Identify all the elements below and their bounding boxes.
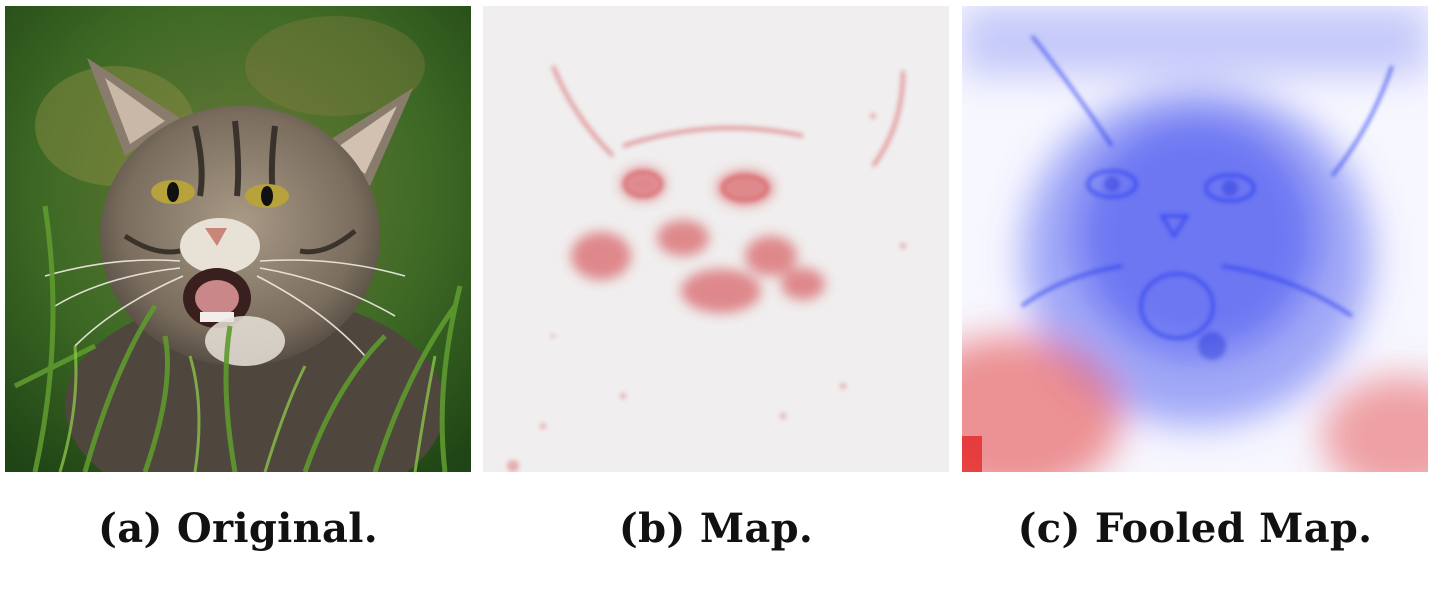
fooled-map-panel xyxy=(962,6,1428,472)
caption-original: (a) Original. xyxy=(98,505,378,552)
caption-fooled-map: (c) Fooled Map. xyxy=(1017,505,1373,552)
original-cat-photo xyxy=(5,6,471,472)
fooled-map-image xyxy=(962,6,1428,472)
saliency-map-image xyxy=(483,6,949,472)
caption-map: (b) Map. xyxy=(618,505,814,552)
saliency-map-panel xyxy=(483,6,949,472)
original-image-panel xyxy=(5,6,471,472)
